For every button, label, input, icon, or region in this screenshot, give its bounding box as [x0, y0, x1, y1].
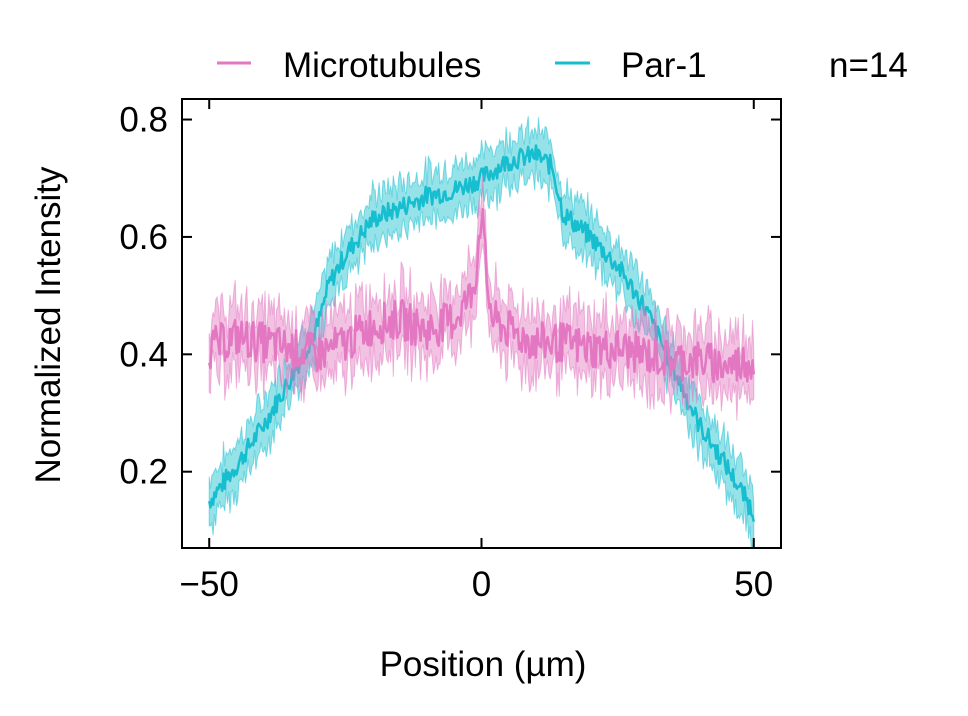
y-axis-label: Normalized Intensity	[29, 166, 68, 484]
legend: Microtubules Par-1 n=14	[217, 46, 908, 85]
y-tick-label: 0.4	[119, 335, 168, 374]
sample-size-annotation: n=14	[829, 46, 908, 85]
legend-label-microtubules: Microtubules	[283, 46, 481, 85]
x-tick-label: 50	[734, 565, 773, 604]
y-tick-label: 0.6	[119, 218, 168, 257]
series-layer	[207, 115, 756, 548]
series-microtubules	[207, 174, 756, 421]
axis-ticks: −50 0 50 0.2 0.4 0.6 0.8	[119, 99, 781, 604]
y-tick-label: 0.8	[119, 101, 168, 140]
x-axis-label: Position (µm)	[380, 645, 587, 684]
x-tick-label: −50	[180, 565, 239, 604]
legend-label-par-1: Par-1	[621, 46, 707, 85]
x-tick-label: 0	[472, 565, 491, 604]
series-line-microtubules	[207, 207, 756, 384]
y-tick-label: 0.2	[119, 453, 168, 492]
